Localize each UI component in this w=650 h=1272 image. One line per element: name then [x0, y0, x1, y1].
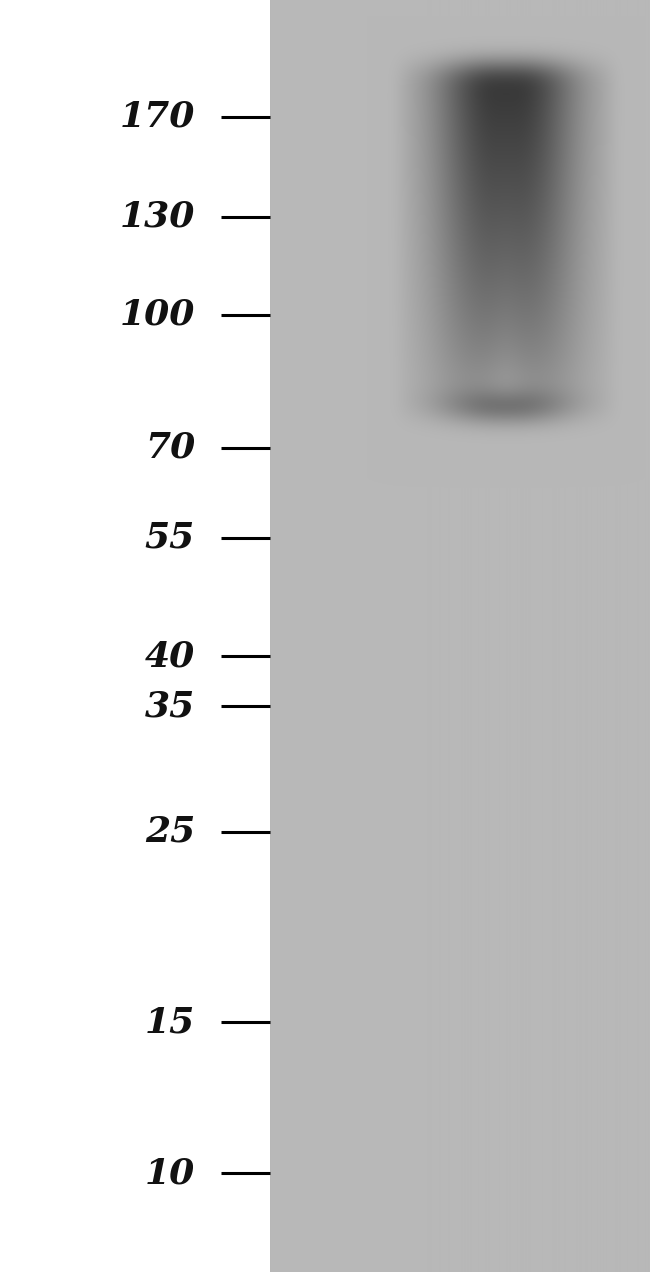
Text: 170: 170 [120, 100, 195, 134]
Text: 130: 130 [120, 200, 195, 234]
Text: 55: 55 [145, 520, 195, 555]
Text: 15: 15 [145, 1005, 195, 1039]
Text: 40: 40 [145, 640, 195, 673]
Bar [270, 0, 650, 1272]
Text: 100: 100 [120, 298, 195, 332]
Text: 25: 25 [145, 814, 195, 848]
Text: 10: 10 [145, 1156, 195, 1191]
Text: 70: 70 [145, 431, 195, 464]
Text: 35: 35 [145, 689, 195, 724]
